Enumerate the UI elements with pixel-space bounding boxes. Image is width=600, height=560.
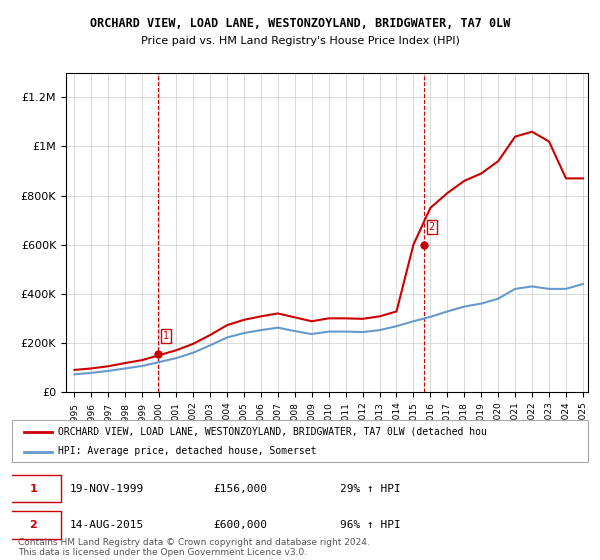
Text: 2: 2 bbox=[428, 222, 435, 232]
Text: 96% ↑ HPI: 96% ↑ HPI bbox=[340, 520, 401, 530]
Text: Price paid vs. HM Land Registry's House Price Index (HPI): Price paid vs. HM Land Registry's House … bbox=[140, 36, 460, 46]
Text: £156,000: £156,000 bbox=[214, 484, 268, 493]
Text: 14-AUG-2015: 14-AUG-2015 bbox=[70, 520, 144, 530]
Text: ORCHARD VIEW, LOAD LANE, WESTONZOYLAND, BRIDGWATER, TA7 0LW: ORCHARD VIEW, LOAD LANE, WESTONZOYLAND, … bbox=[90, 17, 510, 30]
Text: 2: 2 bbox=[29, 520, 37, 530]
Text: 19-NOV-1999: 19-NOV-1999 bbox=[70, 484, 144, 493]
FancyBboxPatch shape bbox=[6, 475, 61, 502]
FancyBboxPatch shape bbox=[6, 511, 61, 539]
Text: HPI: Average price, detached house, Somerset: HPI: Average price, detached house, Some… bbox=[58, 446, 317, 456]
Text: 29% ↑ HPI: 29% ↑ HPI bbox=[340, 484, 401, 493]
Text: ORCHARD VIEW, LOAD LANE, WESTONZOYLAND, BRIDGWATER, TA7 0LW (detached hou: ORCHARD VIEW, LOAD LANE, WESTONZOYLAND, … bbox=[58, 427, 487, 437]
Text: Contains HM Land Registry data © Crown copyright and database right 2024.
This d: Contains HM Land Registry data © Crown c… bbox=[18, 538, 370, 557]
Text: £600,000: £600,000 bbox=[214, 520, 268, 530]
Text: 1: 1 bbox=[29, 484, 37, 493]
Text: 1: 1 bbox=[163, 331, 169, 341]
FancyBboxPatch shape bbox=[12, 420, 588, 462]
